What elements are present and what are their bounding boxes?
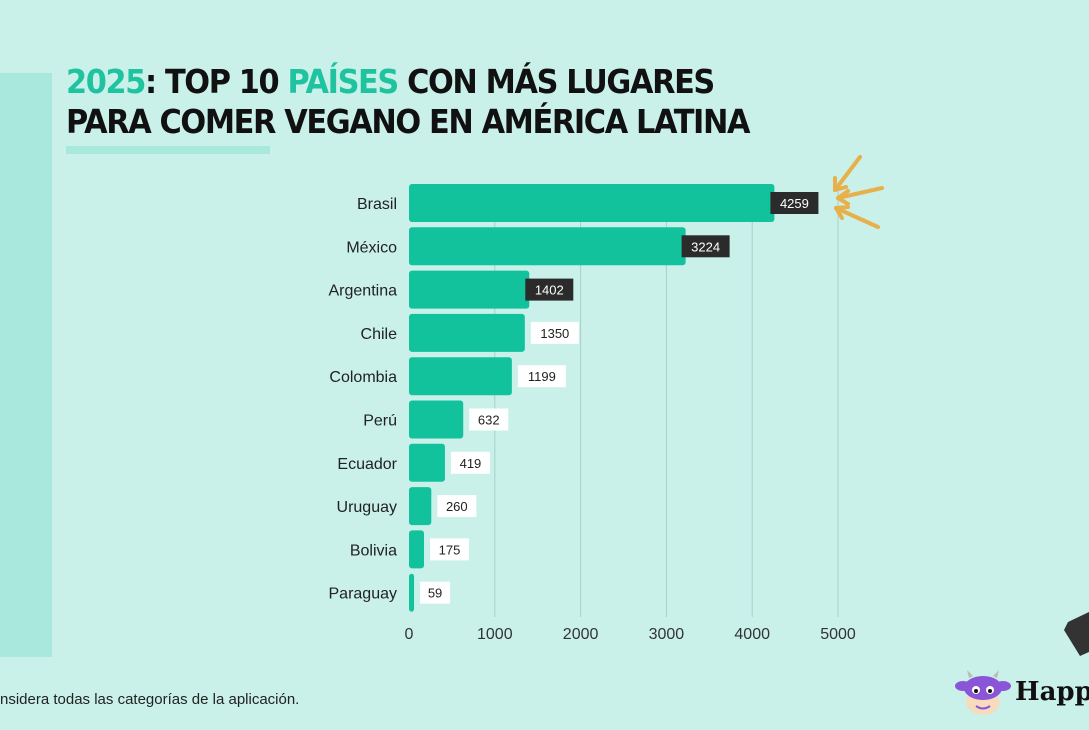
x-tick-label: 2000	[563, 626, 599, 643]
data-label: 419	[460, 456, 482, 471]
category-label: Colombia	[329, 369, 397, 386]
bar	[409, 270, 530, 309]
cow-mascot-icon	[955, 670, 1011, 715]
bar	[409, 227, 686, 266]
bar	[409, 530, 425, 569]
decorative-side-panel	[0, 73, 52, 657]
category-label: México	[346, 239, 397, 256]
bar	[409, 573, 415, 612]
category-label: Chile	[361, 326, 398, 343]
x-tick-label: 1000	[477, 626, 513, 643]
bar	[409, 443, 445, 482]
data-label: 1199	[528, 369, 556, 384]
bar	[409, 184, 775, 222]
x-tick-label: 0	[405, 626, 414, 643]
category-label: Perú	[363, 413, 397, 430]
data-label-bg	[420, 581, 451, 604]
footnote: nsidera todas las categorías de la aplic…	[0, 691, 300, 708]
arrowhead-icon	[836, 189, 850, 206]
x-tick-label: 5000	[820, 626, 856, 643]
arrowhead-icon	[834, 205, 850, 220]
data-label-bg	[450, 451, 490, 474]
title-year: 2025	[66, 62, 146, 101]
bar	[409, 487, 432, 526]
category-label: Uruguay	[337, 499, 397, 516]
brand-logo: Happ	[955, 668, 1089, 716]
data-label-bg	[525, 278, 574, 301]
data-label: 175	[439, 542, 461, 557]
data-label: 1350	[540, 326, 569, 341]
x-tick-label: 3000	[649, 626, 685, 643]
arrow-icon	[836, 186, 884, 200]
title-part: : TOP 10	[144, 62, 288, 101]
x-tick-label: 4000	[734, 626, 770, 643]
category-label: Ecuador	[337, 456, 397, 473]
title-underline	[66, 146, 270, 154]
title-part: CON MÁS LUGARES	[397, 62, 715, 101]
category-label: Brasil	[357, 196, 397, 213]
arrow-icon	[833, 155, 862, 192]
chart-title: 2025: TOP 10 PAÍSES CON MÁS LUGARES PARA…	[66, 62, 750, 142]
brush-stroke-decoration	[1064, 612, 1089, 656]
data-label: 59	[428, 586, 442, 601]
bar	[409, 313, 525, 352]
arrow-icon	[834, 206, 880, 229]
data-label-bg	[517, 365, 566, 388]
category-label: Argentina	[329, 283, 398, 300]
category-label: Bolivia	[350, 542, 397, 559]
logo-text: Happ	[1015, 677, 1089, 707]
bar	[409, 400, 464, 439]
data-label-bg	[770, 192, 819, 214]
data-label: 1402	[535, 283, 564, 298]
data-label: 632	[478, 413, 500, 428]
data-label-bg	[681, 235, 730, 258]
title-line-2: PARA COMER VEGANO EN AMÉRICA LATINA	[66, 102, 750, 141]
title-accent: PAÍSES	[287, 62, 399, 101]
data-label-bg	[469, 408, 509, 431]
arrow-annotation	[833, 155, 884, 229]
data-label-bg	[430, 538, 470, 561]
data-label-bg	[437, 495, 477, 518]
data-label: 3224	[691, 239, 720, 254]
arrowhead-icon	[833, 176, 848, 192]
data-label: 260	[446, 499, 468, 514]
data-label-bg	[530, 321, 579, 344]
bar	[409, 357, 512, 396]
category-label: Paraguay	[329, 586, 398, 603]
data-label: 4259	[780, 196, 809, 211]
